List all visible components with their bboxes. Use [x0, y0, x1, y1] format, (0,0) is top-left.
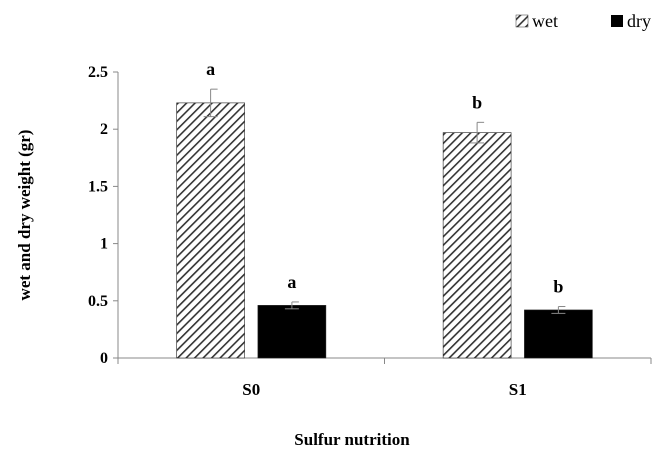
significance-letter: b [472, 92, 482, 112]
significance-letter: a [287, 272, 296, 292]
legend: wet dry [515, 11, 651, 31]
y-tick-label: 2.5 [88, 64, 108, 81]
y-tick-label: 2 [100, 121, 108, 138]
y-tick-label: 0 [100, 350, 108, 367]
y-tick-label: 1.5 [88, 178, 108, 195]
legend-swatch-dry [611, 15, 623, 27]
significance-letter: b [553, 277, 563, 297]
legend-swatch-wet [515, 14, 529, 28]
x-axis-title: Sulfur nutrition [294, 430, 410, 449]
bar-wet-S1 [442, 132, 512, 359]
bar-dry-S0 [257, 305, 327, 359]
bars [176, 102, 593, 359]
bar-dry-S1 [524, 309, 593, 359]
category-labels: S0 S1 [242, 380, 526, 399]
y-tick-label: 1 [100, 236, 108, 253]
y-tick-label: 0.5 [88, 293, 108, 310]
x-category-label: S0 [242, 380, 260, 399]
significance-letter: a [206, 59, 215, 79]
x-category-label: S1 [509, 380, 527, 399]
error-bars [203, 88, 566, 314]
bar-wet-S0 [176, 102, 245, 359]
significance-letters: a a b b [206, 59, 563, 296]
x-axis-ticks [117, 358, 652, 364]
y-axis-ticks: 0 0.5 1 1.5 2 2.5 [88, 64, 118, 367]
legend-label-dry: dry [627, 11, 651, 31]
legend-label-wet: wet [532, 11, 558, 31]
y-axis-title: wet and dry weight (gr) [15, 130, 34, 301]
